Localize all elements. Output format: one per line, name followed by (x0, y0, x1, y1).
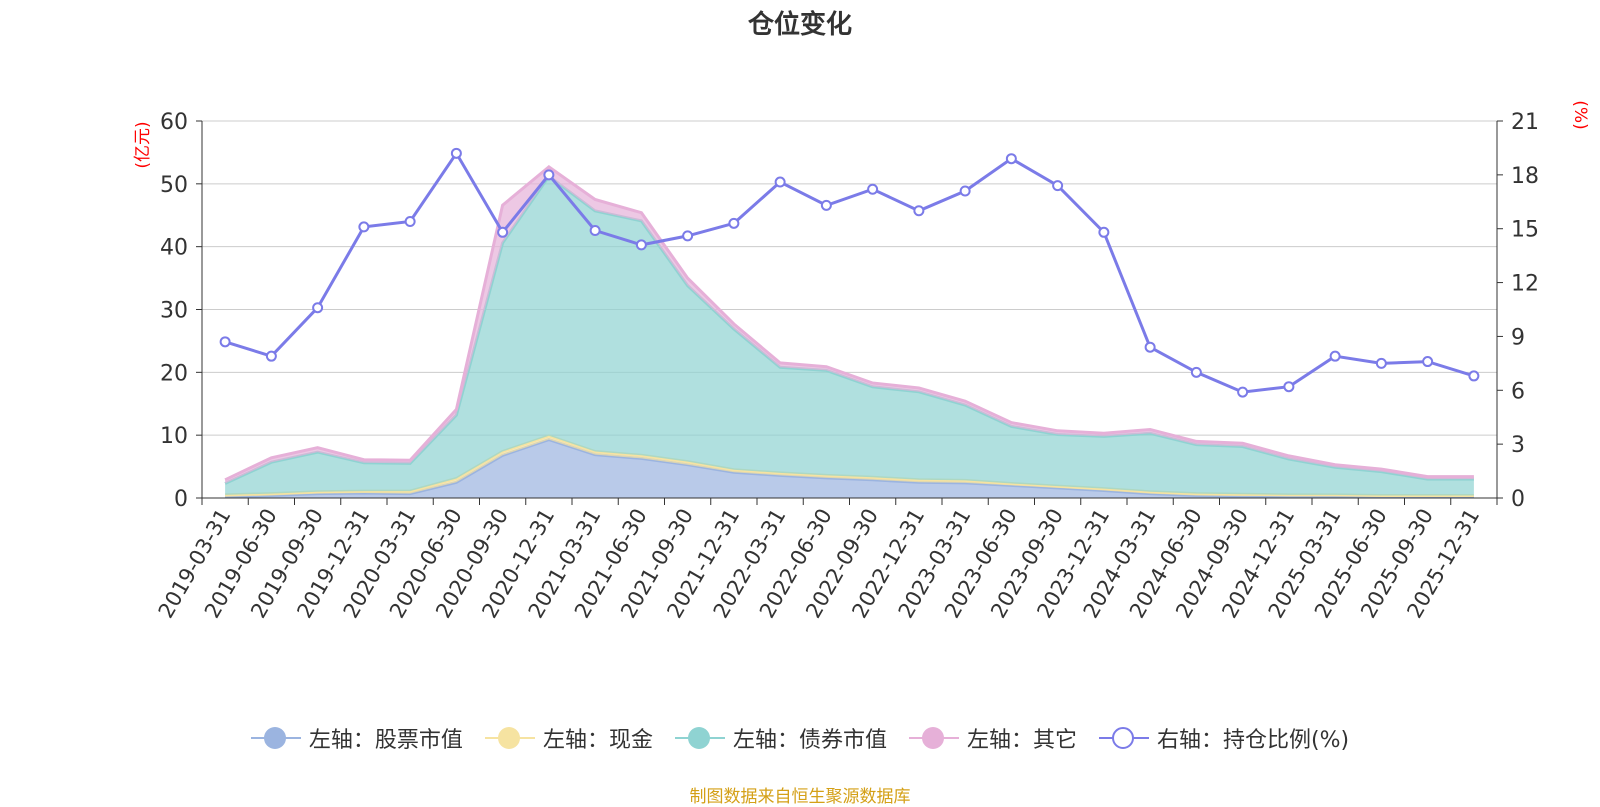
ratio-point (913, 205, 925, 217)
legend-cash-symbol (484, 727, 535, 749)
left-tick-label: 60 (160, 110, 188, 135)
right-axis-unit: (%) (1570, 100, 1590, 129)
ratio-point (1144, 341, 1156, 353)
ratio-point (820, 199, 832, 211)
legend-label: 左轴：股票市值 (308, 728, 463, 753)
area-line-3 (224, 165, 1474, 482)
legend-item-bond[interactable]: 左轴：债券市值 (674, 722, 887, 754)
area-2 (225, 176, 1474, 496)
ratio-point (774, 176, 786, 188)
ratio-point (219, 336, 231, 348)
ratio-point (543, 169, 555, 181)
ratio-point (1468, 370, 1480, 382)
ratio-point (1190, 366, 1202, 378)
data-source-note: 制图数据来自恒生聚源数据库 (689, 787, 911, 807)
right-tick-label: 0 (1511, 487, 1525, 512)
right-tick-label: 9 (1511, 325, 1525, 350)
grid-lines (202, 120, 1497, 436)
ratio-point (728, 217, 740, 229)
ratio-point (265, 350, 277, 362)
right-tick-label: 12 (1511, 272, 1539, 297)
legend-bond-symbol (674, 727, 725, 749)
ratio-point (358, 221, 370, 233)
axes: 01020304050600369121518212019-03-312019-… (154, 110, 1539, 622)
left-tick-label: 0 (174, 487, 188, 512)
legend-label: 右轴：持仓比例(%) (1156, 728, 1350, 753)
chart-legend: 左轴：股票市值 左轴：现金 左轴：债券市值 左轴：其它 右轴：持仓比例(%) (0, 722, 1600, 754)
ratio-point (1052, 180, 1064, 192)
left-axis-unit: (亿元) (133, 121, 153, 168)
area-0 (225, 439, 1474, 498)
left-tick-label: 20 (160, 361, 188, 386)
right-tick-label: 15 (1511, 218, 1539, 243)
legend-other-symbol (908, 727, 959, 749)
ratio-point (1375, 357, 1387, 369)
ratio-point (1422, 356, 1434, 368)
right-tick-label: 21 (1511, 110, 1539, 135)
ratio-point (959, 185, 971, 197)
ratio-point (635, 239, 647, 251)
ratio-point (1237, 386, 1249, 398)
ratio-point (682, 230, 694, 242)
ratio-point (1005, 153, 1017, 165)
left-tick-label: 30 (160, 299, 188, 324)
legend-ratio-symbol (1098, 727, 1149, 749)
ratio-point (867, 183, 879, 195)
right-tick-label: 3 (1511, 433, 1525, 458)
right-tick-label: 18 (1511, 164, 1539, 189)
right-tick-label: 6 (1511, 379, 1525, 404)
legend-label: 左轴：现金 (542, 728, 653, 753)
legend-item-other[interactable]: 左轴：其它 (908, 722, 1077, 754)
left-tick-label: 10 (160, 424, 188, 449)
ratio-point (589, 225, 601, 237)
legend-item-ratio[interactable]: 右轴：持仓比例(%) (1098, 722, 1350, 754)
ratio-point (1098, 226, 1110, 238)
ratio-point (497, 226, 509, 238)
legend-item-cash[interactable]: 左轴：现金 (484, 722, 653, 754)
chart-title: 仓位变化 (747, 10, 852, 40)
ratio-line (224, 150, 1475, 394)
ratio-point (312, 302, 324, 314)
ratio-point (404, 216, 416, 228)
left-tick-label: 50 (160, 173, 188, 198)
ratio-point (1329, 350, 1341, 362)
holding-ratio-series (219, 147, 1480, 398)
ratio-point (450, 147, 462, 159)
legend-label: 左轴：其它 (966, 728, 1077, 753)
legend-item-stock[interactable]: 左轴：股票市值 (250, 722, 463, 754)
legend-label: 左轴：债券市值 (732, 728, 887, 753)
legend-stock-symbol (250, 727, 301, 749)
left-tick-label: 40 (160, 236, 188, 261)
stacked-areas (224, 165, 1474, 499)
ratio-point (1283, 381, 1295, 393)
